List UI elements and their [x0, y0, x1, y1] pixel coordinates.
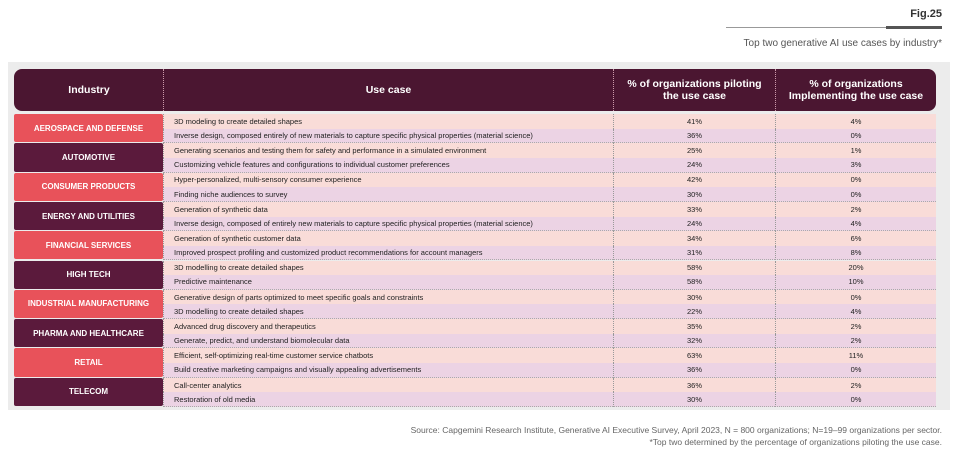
- use-case-cell: Generating scenarios and testing them fo…: [163, 143, 613, 158]
- header-cell: % of organizations Implementing the use …: [775, 69, 936, 111]
- use-case-cell: Generation of synthetic data: [163, 201, 613, 217]
- use-case-cell: Predictive maintenance: [163, 275, 613, 290]
- industry-cell: PHARMA AND HEALTHCARE: [14, 319, 163, 348]
- piloting-cell: 24%: [613, 157, 775, 173]
- piloting-cell: 33%: [613, 201, 775, 217]
- implementing-cell: 1%: [775, 143, 936, 158]
- use-case-cell: Hyper-personalized, multi-sensory consum…: [163, 172, 613, 188]
- implementing-cell: 2%: [775, 201, 936, 217]
- implementing-cell: 0%: [775, 128, 936, 144]
- header-cell: Industry: [68, 84, 110, 96]
- implementing-cell: 20%: [775, 260, 936, 276]
- piloting-cell: 42%: [613, 172, 775, 188]
- use-case-cell: Generate, predict, and understand biomol…: [163, 333, 613, 349]
- industry-cell: FINANCIAL SERVICES: [14, 231, 163, 260]
- use-case-cell: Finding niche audiences to survey: [163, 187, 613, 202]
- use-case-cell: Efficient, self-optimizing real-time cus…: [163, 348, 613, 364]
- piloting-cell: 35%: [613, 319, 775, 334]
- implementing-cell: 0%: [775, 392, 936, 407]
- use-case-cell: Improved prospect profiling and customiz…: [163, 245, 613, 261]
- use-case-cell: 3D modelling to create detailed shapes: [163, 260, 613, 276]
- implementing-cell: 0%: [775, 172, 936, 188]
- use-case-cell: Inverse design, composed of entirely new…: [163, 216, 613, 232]
- use-case-cell: 3D modelling to create detailed shapes: [163, 304, 613, 320]
- use-case-cell: Advanced drug discovery and therapeutics: [163, 319, 613, 334]
- implementing-cell: 2%: [775, 319, 936, 334]
- use-case-cell: Customizing vehicle features and configu…: [163, 157, 613, 173]
- table-header: [14, 69, 936, 111]
- implementing-cell: 8%: [775, 245, 936, 261]
- implementing-cell: 6%: [775, 231, 936, 246]
- implementing-cell: 0%: [775, 363, 936, 378]
- industry-cell: AEROSPACE AND DEFENSE: [14, 114, 163, 143]
- implementing-cell: 4%: [775, 304, 936, 320]
- header-cell: Use case: [163, 69, 613, 111]
- industry-cell: RETAIL: [14, 348, 163, 377]
- industry-cell: TELECOM: [14, 377, 163, 406]
- note: *Top two determined by the percentage of…: [649, 437, 943, 447]
- piloting-cell: 36%: [613, 363, 775, 378]
- implementing-cell: 0%: [775, 289, 936, 305]
- piloting-cell: 30%: [613, 187, 775, 202]
- use-case-cell: Generative design of parts optimized to …: [163, 289, 613, 305]
- piloting-cell: 24%: [613, 216, 775, 232]
- use-case-cell: Inverse design, composed entirely of new…: [163, 128, 613, 144]
- use-case-cell: Build creative marketing campaigns and v…: [163, 363, 613, 378]
- industry-cell: CONSUMER PRODUCTS: [14, 172, 163, 201]
- piloting-cell: 22%: [613, 304, 775, 320]
- rule: [726, 27, 942, 28]
- piloting-cell: 31%: [613, 245, 775, 261]
- piloting-cell: 25%: [613, 143, 775, 158]
- piloting-cell: 30%: [613, 392, 775, 407]
- implementing-cell: 4%: [775, 114, 936, 129]
- piloting-cell: 63%: [613, 348, 775, 364]
- implementing-cell: 2%: [775, 333, 936, 349]
- source: Source: Capgemini Research Institute, Ge…: [410, 425, 942, 435]
- industry-cell: INDUSTRIAL MANUFACTURING: [14, 289, 163, 319]
- piloting-cell: 36%: [613, 377, 775, 393]
- use-case-cell: Call-center analytics: [163, 377, 613, 393]
- figure-subtitle: Top two generative AI use cases by indus…: [743, 38, 942, 49]
- rule-accent: [886, 26, 942, 29]
- piloting-cell: 36%: [613, 128, 775, 144]
- header-cell: % of organizations piloting the use case: [613, 69, 775, 111]
- implementing-cell: 10%: [775, 275, 936, 290]
- use-case-cell: Restoration of old media: [163, 392, 613, 407]
- piloting-cell: 34%: [613, 231, 775, 246]
- piloting-cell: 58%: [613, 275, 775, 290]
- implementing-cell: 11%: [775, 348, 936, 364]
- piloting-cell: 32%: [613, 333, 775, 349]
- figure-label: Fig.25: [910, 8, 942, 20]
- use-case-cell: 3D modeling to create detailed shapes: [163, 114, 613, 129]
- piloting-cell: 30%: [613, 289, 775, 305]
- industry-cell: AUTOMOTIVE: [14, 143, 163, 172]
- implementing-cell: 4%: [775, 216, 936, 232]
- piloting-cell: 58%: [613, 260, 775, 276]
- use-case-cell: Generation of synthetic customer data: [163, 231, 613, 246]
- industry-cell: ENERGY AND UTILITIES: [14, 201, 163, 231]
- implementing-cell: 0%: [775, 187, 936, 202]
- implementing-cell: 2%: [775, 377, 936, 393]
- implementing-cell: 3%: [775, 157, 936, 173]
- piloting-cell: 41%: [613, 114, 775, 129]
- industry-cell: HIGH TECH: [14, 260, 163, 289]
